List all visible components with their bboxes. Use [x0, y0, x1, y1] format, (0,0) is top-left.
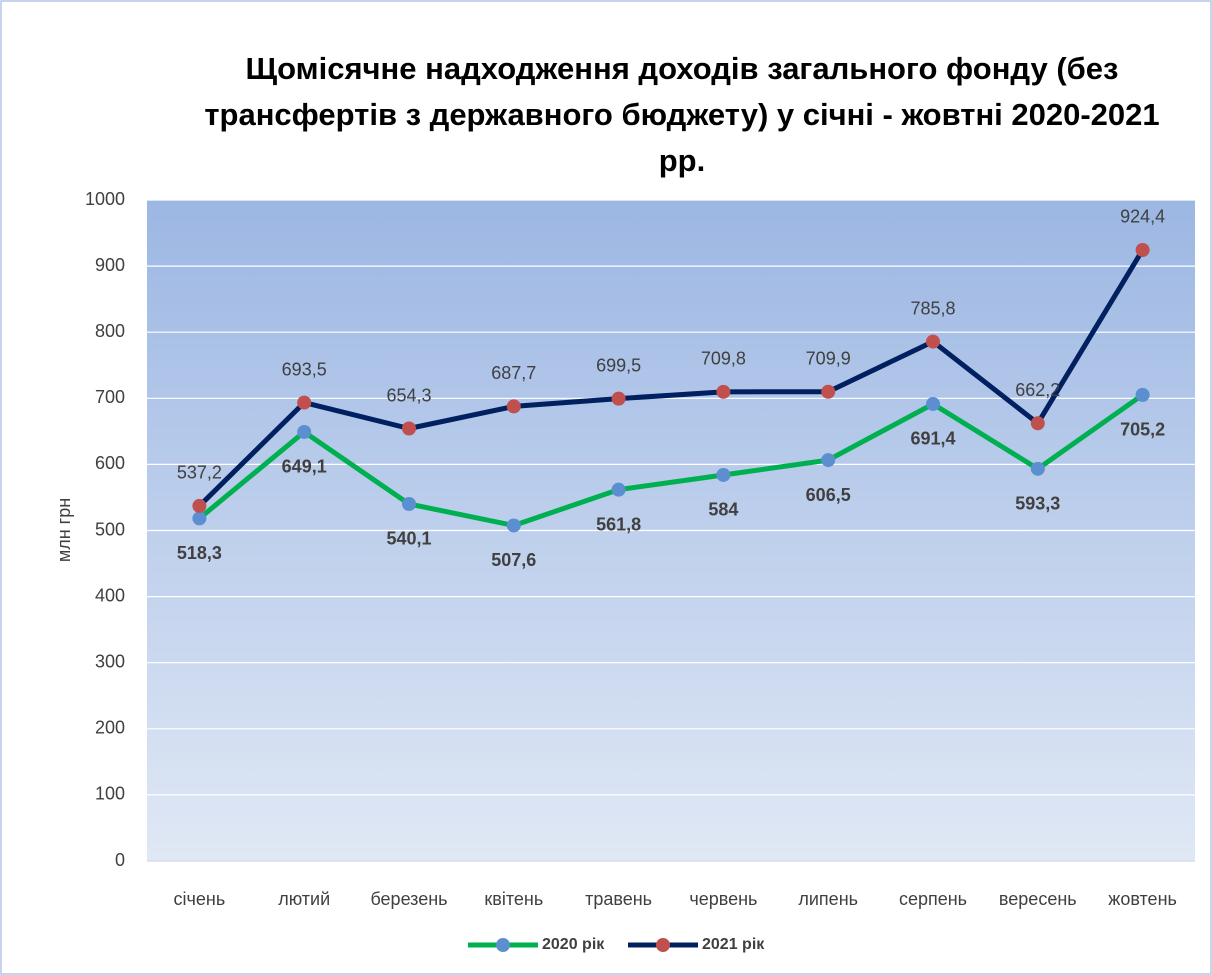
data-label: 693,5 [282, 359, 327, 379]
data-point [192, 511, 207, 526]
data-label: 584 [708, 500, 738, 520]
legend-marker [496, 938, 510, 952]
y-axis-label: млн грн [54, 498, 74, 562]
data-label: 561,8 [596, 514, 641, 534]
data-point [926, 334, 940, 349]
y-tick-label: 0 [115, 850, 125, 870]
data-point [402, 421, 416, 436]
y-tick-label: 600 [95, 453, 125, 473]
data-point [1135, 387, 1150, 402]
data-label: 537,2 [177, 463, 222, 483]
data-label: 507,6 [491, 550, 536, 570]
legend-label: 2021 рік [702, 936, 765, 953]
data-point [1030, 461, 1045, 476]
data-label: 649,1 [282, 457, 327, 477]
data-label: 662,2 [1015, 380, 1060, 400]
data-label: 654,3 [386, 385, 431, 405]
x-tick-label: червень [689, 889, 757, 909]
data-point [821, 453, 836, 468]
data-point [611, 391, 626, 406]
x-tick-label: травень [585, 889, 652, 909]
data-label: 606,5 [806, 485, 851, 505]
data-label: 709,9 [806, 349, 851, 369]
data-point [297, 395, 312, 410]
data-point [1135, 242, 1150, 257]
x-tick-label: березень [370, 889, 447, 909]
legend-label: 2020 рік [542, 936, 605, 953]
data-label: 924,4 [1120, 207, 1165, 227]
data-label: 699,5 [596, 355, 641, 375]
series-line [197, 248, 1145, 508]
data-point [926, 396, 940, 411]
x-tick-label: серпень [899, 889, 967, 909]
data-point [716, 467, 731, 482]
legend-marker [656, 938, 670, 952]
x-tick-label: квітень [484, 889, 543, 909]
y-tick-label: 200 [95, 718, 125, 738]
chart-title: Щомісячне надходження доходів загального… [204, 51, 1160, 178]
data-point [716, 384, 731, 399]
series-line [197, 392, 1145, 528]
data-label: 593,3 [1015, 494, 1060, 514]
x-tick-label: липень [798, 889, 858, 909]
data-point [402, 496, 416, 511]
data-point [1030, 416, 1045, 431]
data-label: 709,8 [701, 349, 746, 369]
data-label: 518,3 [177, 543, 222, 563]
data-label: 540,1 [386, 529, 431, 549]
data-point [192, 498, 207, 513]
y-tick-label: 400 [95, 585, 125, 605]
data-label: 705,2 [1120, 420, 1165, 440]
x-tick-label: лютий [278, 889, 330, 909]
x-tick-label: січень [174, 889, 226, 909]
y-tick-label: 700 [95, 387, 125, 407]
data-point [506, 518, 521, 533]
data-label: 785,8 [910, 298, 955, 318]
data-point [821, 384, 836, 399]
data-point [611, 482, 626, 497]
y-tick-label: 800 [95, 321, 125, 341]
data-point [506, 399, 521, 414]
y-tick-label: 300 [95, 651, 125, 671]
data-point [297, 424, 312, 439]
y-tick-label: 1000 [85, 189, 125, 209]
y-tick-label: 500 [95, 519, 125, 539]
y-tick-label: 900 [95, 255, 125, 275]
data-label: 691,4 [910, 429, 955, 449]
x-tick-label: вересень [999, 889, 1077, 909]
x-tick-label: жовтень [1108, 889, 1177, 909]
y-tick-label: 100 [95, 784, 125, 804]
data-label: 687,7 [491, 363, 536, 383]
